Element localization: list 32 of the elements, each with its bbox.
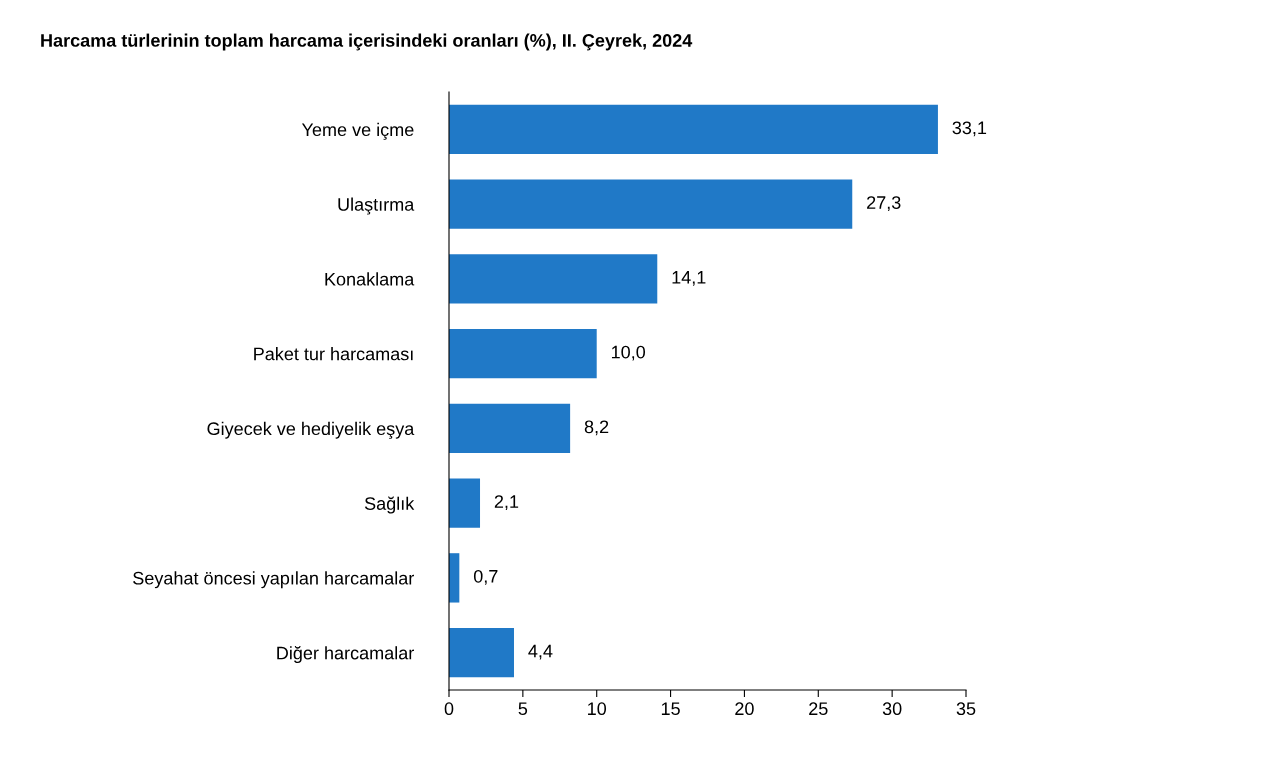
y-tick-label: Ulaştırma bbox=[338, 197, 415, 215]
x-tick-label: 35 bbox=[956, 702, 976, 716]
bar bbox=[449, 254, 658, 304]
data-label: 4,4 bbox=[528, 644, 553, 660]
bar bbox=[449, 403, 571, 454]
x-tick-label: 15 bbox=[661, 702, 680, 716]
x-tick-label: 10 bbox=[588, 702, 607, 716]
y-tick-label: Diğer harcamalar bbox=[277, 645, 414, 664]
data-label: 10,0 bbox=[611, 345, 646, 361]
y-tick-label: Giyecek ve hediyelik eşya bbox=[207, 421, 415, 439]
y-tick-label: Yeme ve içme bbox=[301, 122, 414, 140]
data-label: 14,1 bbox=[672, 271, 706, 286]
bar bbox=[449, 179, 853, 229]
data-label: 2,1 bbox=[494, 495, 519, 511]
x-tick-label: 20 bbox=[735, 702, 754, 716]
data-label: 27,3 bbox=[867, 196, 901, 212]
data-label: 33,1 bbox=[952, 121, 987, 137]
y-tick-label: Seyahat öncesi yapılan harcamalar bbox=[133, 571, 414, 589]
bar bbox=[449, 478, 481, 528]
bar bbox=[449, 328, 597, 379]
x-tick-label: 30 bbox=[882, 702, 902, 716]
bar bbox=[449, 627, 514, 678]
y-tick-label: Konaklama bbox=[325, 272, 415, 286]
x-tick-label: 0 bbox=[444, 702, 454, 716]
y-tick-label: Paket tur harcaması bbox=[254, 347, 413, 361]
chart-title: Harcama türlerinin toplam harcama içerisindeki oranları (%), II. Çeyrek, 2024 bbox=[41, 33, 693, 51]
data-label: 8,2 bbox=[584, 420, 609, 436]
bar bbox=[449, 104, 938, 155]
y-tick-label: Sağlık bbox=[364, 496, 415, 514]
data-label: 0,7 bbox=[473, 569, 498, 585]
x-tick-label: 5 bbox=[518, 702, 528, 716]
x-tick-label: 25 bbox=[809, 702, 828, 716]
